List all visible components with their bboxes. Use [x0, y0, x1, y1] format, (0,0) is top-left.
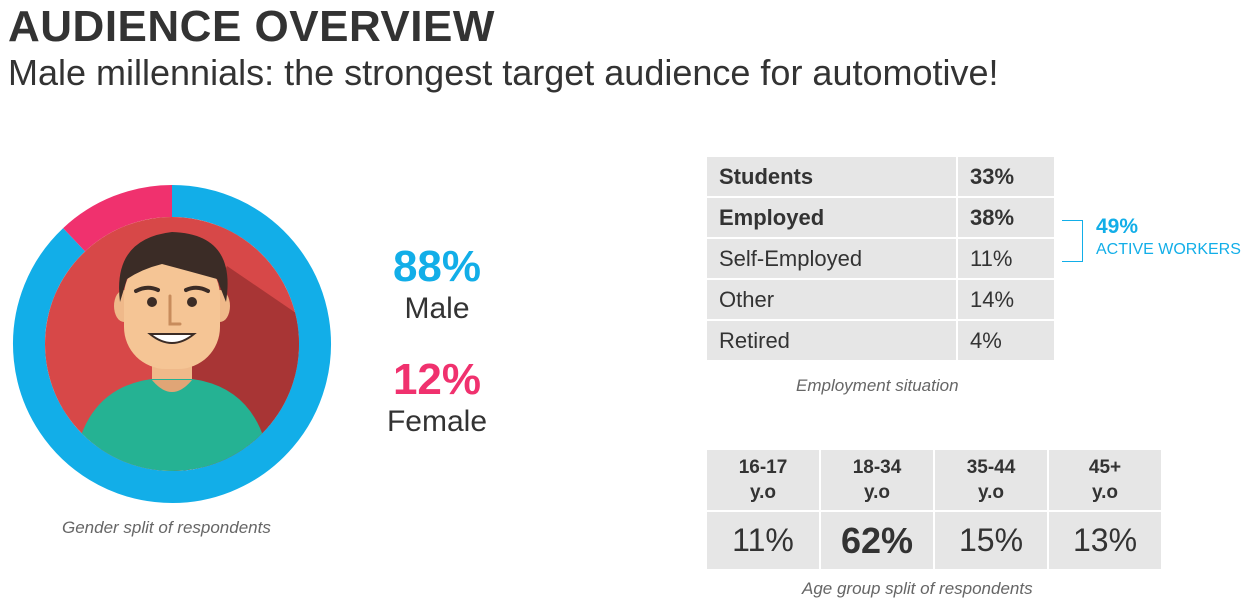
age-range: 45+ [1088, 457, 1122, 478]
active-workers-percentage: 49% [1096, 215, 1139, 238]
active-workers-label: ACTIVE WORKERS [1096, 241, 1241, 258]
gender-caption: Gender split of respondents [62, 518, 271, 537]
age-range: 35-44 [966, 457, 1016, 478]
table-row: Other 14% [707, 280, 1054, 319]
employment-label: Other [707, 280, 956, 319]
employment-value: 14% [958, 280, 1054, 319]
female-percentage: 12% [392, 355, 482, 404]
gender-donut-chart [13, 185, 331, 503]
age-header: 45+ y.o [1049, 450, 1161, 510]
employment-caption: Employment situation [796, 376, 959, 395]
age-range: 18-34 [852, 457, 902, 478]
donut-slice-female [63, 185, 173, 252]
employment-label: Retired [707, 321, 956, 360]
table-row: 16-17 y.o 18-34 y.o 35-44 y.o 45+ y.o [707, 450, 1161, 510]
age-header: 18-34 y.o [821, 450, 933, 510]
age-header: 35-44 y.o [935, 450, 1047, 510]
employment-value: 11% [958, 239, 1054, 278]
table-row: Retired 4% [707, 321, 1054, 360]
age-unit: y.o [977, 482, 1005, 503]
age-unit: y.o [863, 482, 891, 503]
employment-value: 38% [958, 198, 1054, 237]
employment-table: Students 33% Employed 38% Self-Employed … [705, 155, 1056, 362]
page-title: AUDIENCE OVERVIEW [8, 2, 495, 51]
active-workers-bracket [1062, 220, 1083, 262]
table-row: Students 33% [707, 157, 1054, 196]
age-value: 11% [707, 512, 819, 569]
age-unit: y.o [1091, 482, 1119, 503]
table-row: 11% 62% 15% 13% [707, 512, 1161, 569]
table-row: Self-Employed 11% [707, 239, 1054, 278]
male-label: Male [404, 292, 470, 325]
employment-value: 4% [958, 321, 1054, 360]
age-group-table: 16-17 y.o 18-34 y.o 35-44 y.o 45+ y.o 11% 62… [705, 448, 1163, 571]
age-value-highlight: 62% [821, 512, 933, 569]
employment-label: Employed [707, 198, 956, 237]
employment-label: Self-Employed [707, 239, 956, 278]
employment-value: 33% [958, 157, 1054, 196]
age-range: 16-17 [738, 457, 788, 478]
female-label: Female [386, 405, 488, 438]
page-subtitle: Male millennials: the strongest target a… [8, 52, 999, 93]
age-unit: y.o [749, 482, 777, 503]
donut-slices [13, 185, 331, 503]
age-header: 16-17 y.o [707, 450, 819, 510]
table-row: Employed 38% [707, 198, 1054, 237]
donut-slice-male [13, 185, 331, 503]
age-caption: Age group split of respondents [802, 579, 1033, 598]
age-value: 15% [935, 512, 1047, 569]
employment-label: Students [707, 157, 956, 196]
male-percentage: 88% [392, 242, 482, 291]
age-value: 13% [1049, 512, 1161, 569]
